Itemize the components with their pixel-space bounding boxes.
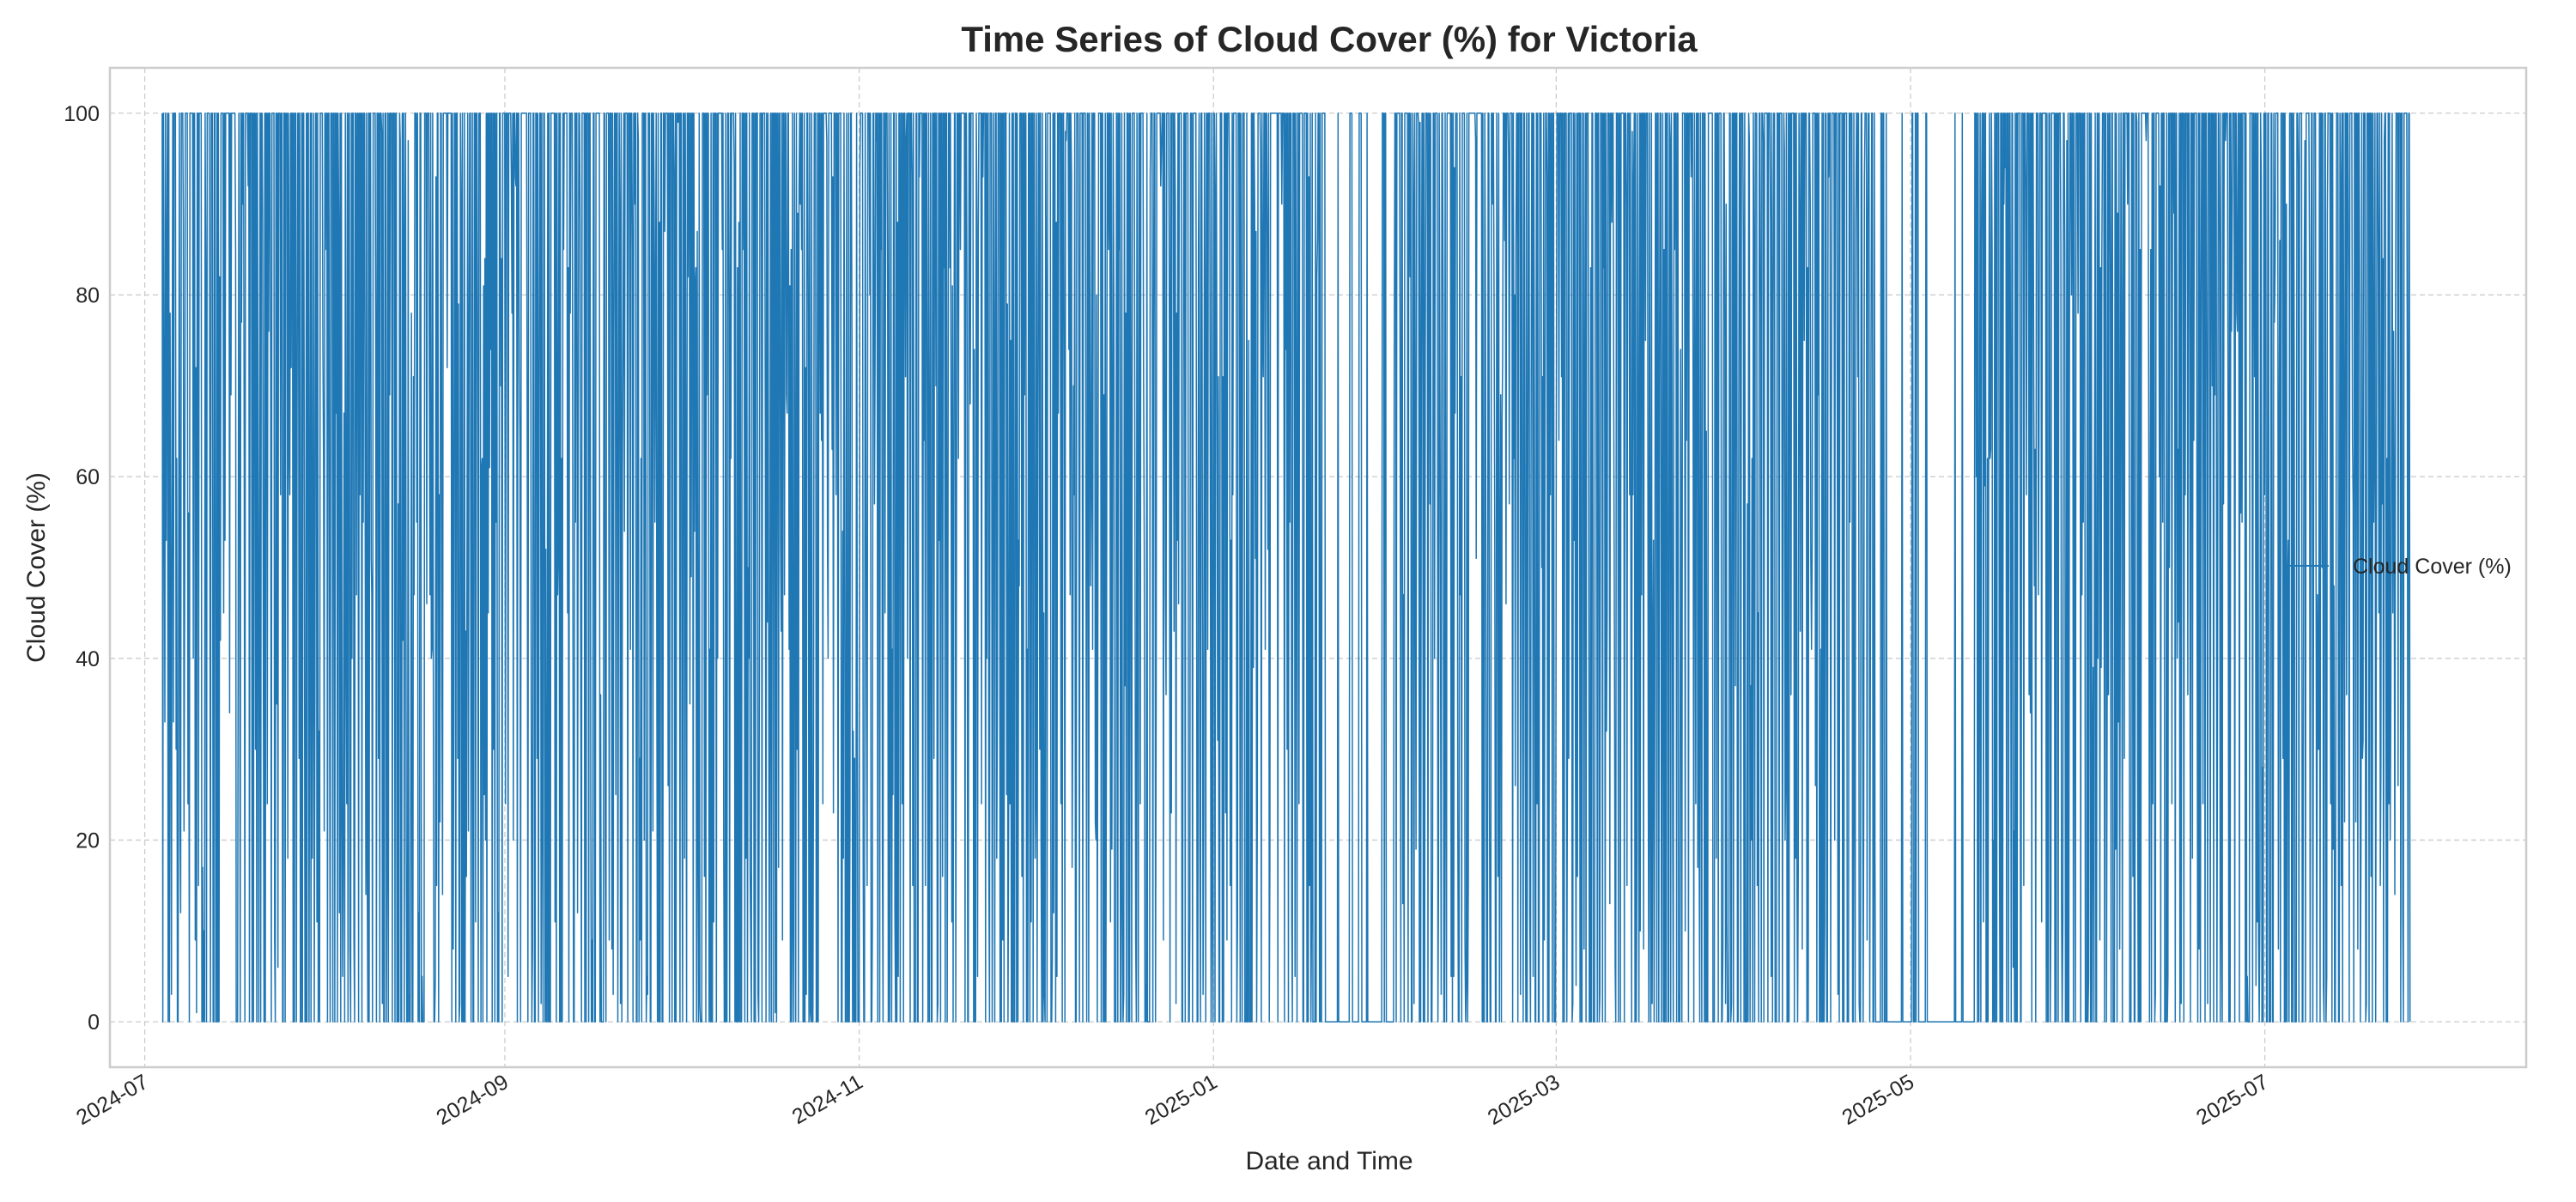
- chart-title: Time Series of Cloud Cover (%) for Victo…: [961, 19, 1698, 59]
- x-tick-label: 2025-03: [1484, 1070, 1564, 1130]
- x-tick-label: 2025-07: [2192, 1070, 2272, 1130]
- x-tick-label: 2024-07: [72, 1070, 152, 1130]
- legend-label: Cloud Cover (%): [2353, 555, 2512, 579]
- plot-frame: [108, 66, 2528, 1069]
- x-tick-label: 2024-11: [788, 1070, 867, 1129]
- x-tick-label: 2024-09: [433, 1070, 513, 1130]
- y-tick-labels: 0 20 40 60 80 100: [64, 102, 100, 1035]
- y-axis-label: Cloud Cover (%): [22, 472, 51, 663]
- x-tick-label: 2025-01: [1141, 1070, 1221, 1130]
- series-layer: [161, 112, 2411, 1023]
- y-tick-label: 20: [76, 829, 100, 853]
- legend: Cloud Cover (%): [2282, 555, 2512, 579]
- x-tick-labels: 2024-07 2024-09 2024-11 2025-01 2025-03 2025-…: [72, 1070, 2272, 1130]
- x-tick-label: 2025-05: [1838, 1070, 1918, 1130]
- y-tick-label: 40: [76, 647, 100, 671]
- y-tick-label: 80: [76, 284, 100, 308]
- x-axis-label: Date and Time: [1245, 1147, 1413, 1175]
- y-tick-label: 100: [64, 102, 100, 126]
- y-tick-label: 60: [76, 465, 100, 489]
- series-line-cloud-cover: [161, 112, 2411, 1023]
- y-tick-label: 0: [88, 1011, 100, 1035]
